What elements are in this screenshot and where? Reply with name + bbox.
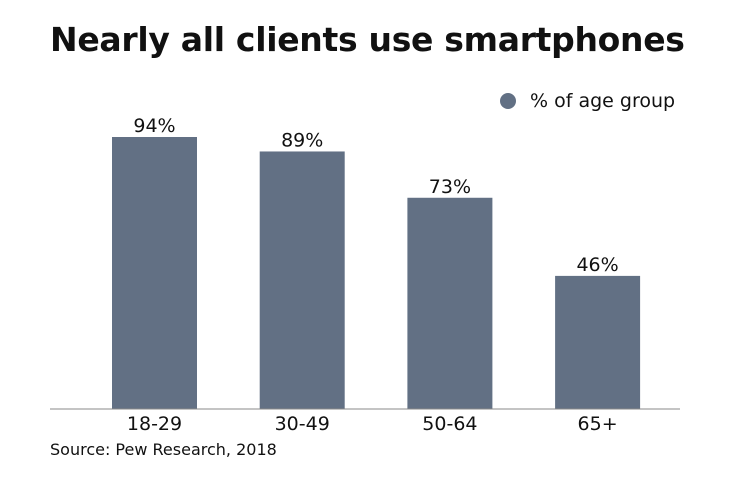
legend-marker [500, 93, 516, 109]
legend-label: % of age group [530, 90, 676, 112]
x-tick-label: 65+ [578, 413, 618, 435]
chart-title: Nearly all clients use smartphones [50, 20, 685, 59]
x-tick-label: 50-64 [422, 413, 477, 435]
source-note: Source: Pew Research, 2018 [50, 440, 277, 459]
bar-18-29 [112, 137, 197, 409]
legend: % of age group [500, 90, 675, 112]
bar-50-64 [407, 197, 493, 409]
bar-65+ [555, 275, 641, 409]
x-tick-label: 18-29 [127, 413, 182, 435]
bar-30-49 [259, 151, 345, 409]
data-label: 94% [133, 115, 175, 137]
data-label: 46% [576, 254, 618, 276]
data-label: 89% [281, 129, 323, 151]
x-tick-label: 30-49 [275, 413, 330, 435]
data-label: 73% [429, 176, 471, 198]
